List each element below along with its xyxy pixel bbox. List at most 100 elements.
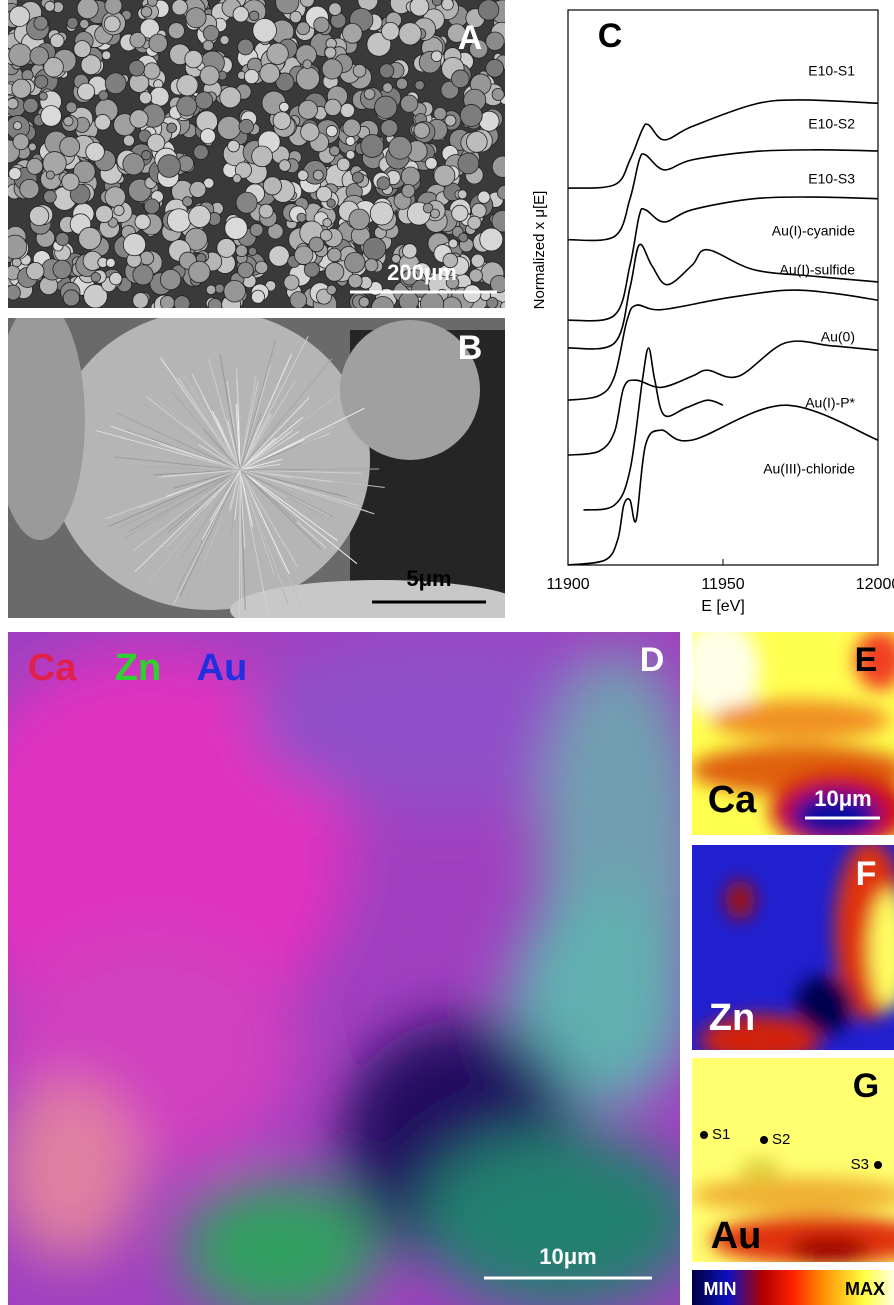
colorbar-min: MIN — [704, 1279, 737, 1299]
panel-label: D — [640, 641, 665, 679]
particle — [123, 153, 144, 174]
particle — [185, 50, 203, 68]
particle — [383, 83, 393, 93]
particle — [79, 227, 101, 249]
particle — [402, 184, 415, 197]
panel-label: A — [458, 19, 483, 57]
spot-label: S3 — [851, 1156, 869, 1173]
particle — [478, 191, 490, 203]
particle — [62, 173, 79, 190]
particle — [251, 290, 264, 303]
element-label: Zn — [709, 997, 755, 1039]
particle — [110, 272, 122, 284]
particle — [190, 181, 206, 197]
particle — [460, 104, 482, 126]
particle — [91, 272, 100, 281]
particle — [382, 22, 400, 40]
particle — [200, 66, 219, 85]
rgb-map — [0, 630, 700, 1305]
particle — [78, 83, 95, 100]
particle — [434, 165, 455, 186]
series-label: Au(I)-sulfide — [780, 262, 856, 278]
spectrum-line — [568, 197, 878, 321]
particle — [220, 87, 241, 108]
particle — [375, 96, 397, 118]
particle — [217, 239, 236, 258]
x-tick-label: 11950 — [701, 576, 744, 593]
particle — [359, 297, 369, 307]
particle — [415, 80, 424, 89]
particle — [420, 292, 443, 315]
particle — [466, 132, 487, 153]
particle — [123, 233, 145, 255]
particle — [53, 260, 72, 279]
particle — [297, 22, 310, 35]
particle — [267, 43, 289, 65]
element-label: Zn — [115, 647, 161, 689]
particle — [259, 204, 273, 218]
particle — [468, 216, 481, 229]
colorbar-max: MAX — [845, 1279, 885, 1299]
particle — [168, 23, 184, 39]
particle — [123, 135, 134, 146]
particle — [372, 296, 394, 318]
particle — [174, 296, 190, 312]
series-label: E10-S2 — [808, 116, 855, 132]
particle — [442, 0, 454, 10]
scale-label: 5μm — [406, 566, 451, 591]
particle — [133, 265, 153, 285]
particle — [104, 16, 120, 32]
spot-label: S2 — [772, 1131, 790, 1148]
particle — [160, 296, 174, 310]
particle — [206, 285, 216, 295]
particle — [233, 174, 241, 182]
particle — [463, 285, 481, 303]
particle — [224, 280, 246, 302]
particle — [13, 134, 29, 150]
panel-label: E — [855, 641, 878, 679]
particle — [7, 98, 18, 109]
particle — [478, 0, 498, 20]
particle — [399, 292, 418, 311]
particle — [160, 269, 180, 289]
particle — [363, 237, 386, 260]
particle — [442, 297, 461, 316]
series-label: Au(III)-chloride — [763, 461, 855, 477]
particle — [353, 64, 366, 77]
particle — [149, 34, 167, 52]
particle — [459, 233, 468, 242]
particle — [389, 136, 412, 159]
particle — [396, 78, 407, 89]
particle — [401, 167, 420, 186]
particle — [480, 228, 503, 251]
particle — [452, 70, 470, 88]
x-axis-label: E [eV] — [701, 598, 745, 615]
spectrum-line — [584, 348, 724, 510]
particle — [501, 302, 510, 311]
particle — [490, 275, 507, 292]
particle — [105, 187, 126, 208]
particle — [77, 0, 98, 19]
particle — [200, 129, 215, 144]
particle — [414, 123, 430, 139]
particle — [263, 177, 281, 195]
particle — [114, 205, 124, 215]
particle — [370, 202, 393, 225]
particle — [239, 119, 254, 134]
element-label: Ca — [708, 779, 757, 821]
particle — [322, 59, 342, 79]
particle — [284, 275, 299, 290]
particle — [303, 60, 312, 69]
particle — [203, 40, 214, 51]
scale-label: 200μm — [387, 260, 457, 285]
particle — [74, 41, 91, 58]
series-label: E10-S3 — [808, 171, 855, 187]
particle — [253, 18, 277, 42]
particle — [492, 88, 504, 100]
particle — [431, 51, 442, 62]
particle — [67, 17, 78, 28]
particle — [380, 64, 394, 78]
particle — [432, 0, 442, 6]
particle — [12, 79, 31, 98]
